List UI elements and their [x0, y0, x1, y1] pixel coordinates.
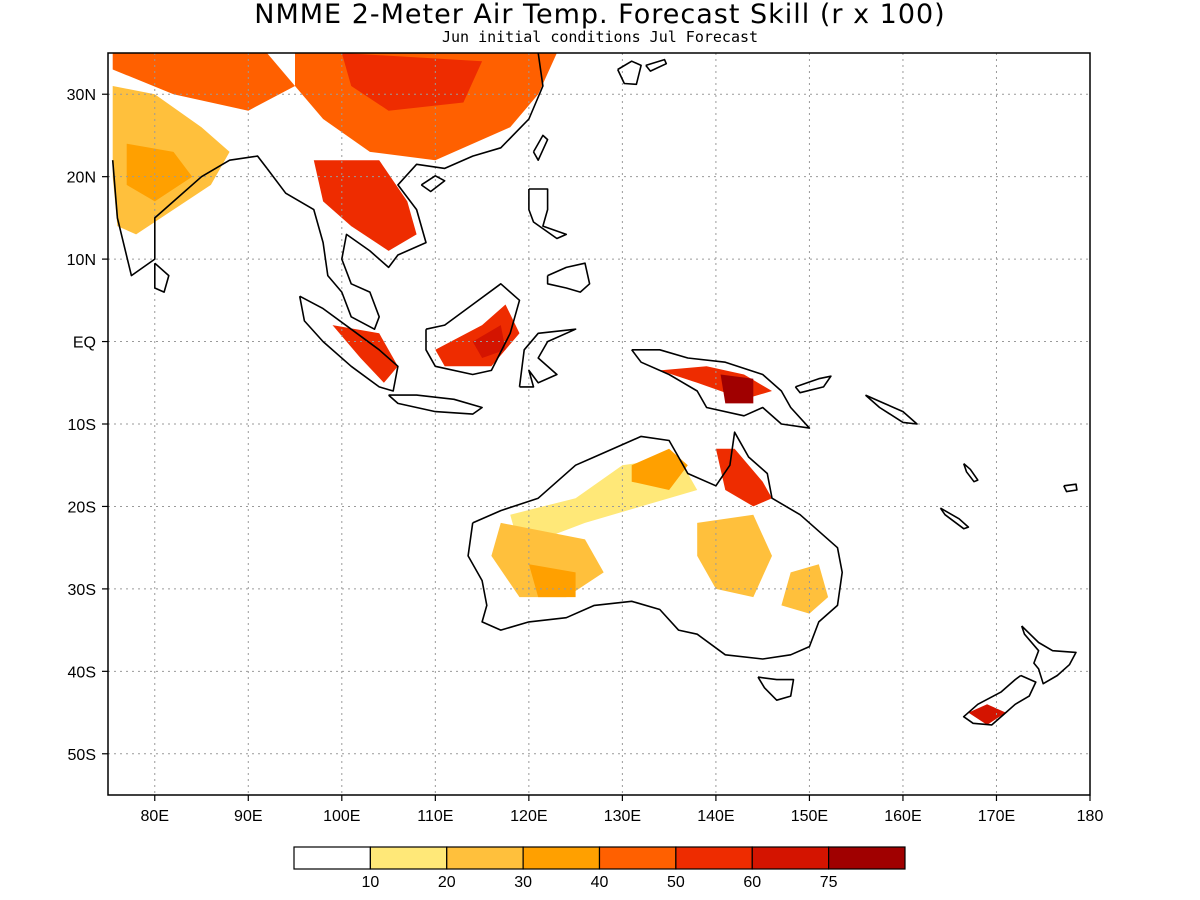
colorbar: 10 20 30 40 50 60 75 [293, 846, 906, 891]
lon-tick-label: 170E [978, 808, 1015, 825]
coastline-sulawesi [518, 328, 577, 388]
colorbar-label: 40 [591, 874, 609, 891]
coastline-australia [467, 431, 844, 660]
lon-tick-label: 140E [697, 808, 734, 825]
coastline-java [388, 394, 483, 415]
skill-region-himalaya [112, 53, 295, 111]
map-title: NMME 2-Meter Air Temp. Forecast Skill (r… [254, 0, 946, 30]
grid-lines [108, 53, 1090, 795]
lat-tick-label: 40S [68, 664, 96, 681]
skill-fill-layer [112, 53, 1006, 725]
lat-tick-label: 30N [67, 87, 96, 104]
skill-region-new-guinea-core [720, 374, 754, 404]
lon-tick-label: 180 [1077, 808, 1104, 825]
colorbar-swatch [751, 846, 830, 870]
colorbar-label: 50 [667, 874, 685, 891]
coastline-india [111, 155, 268, 277]
coastline-sumatra [298, 295, 399, 392]
skill-region-south-island [968, 704, 1006, 725]
coastline-layer [111, 53, 1078, 726]
colorbar-label: 30 [514, 874, 532, 891]
colorbar-swatch [675, 846, 753, 870]
colorbar-swatch [598, 846, 677, 870]
lon-tick-label: 160E [884, 808, 921, 825]
lon-tick-label: 120E [510, 808, 547, 825]
coastline-new-guinea [631, 348, 811, 429]
coastline-taiwan [532, 134, 549, 161]
coastline-philippines-mindanao [546, 262, 591, 293]
coastline-tasmania [757, 676, 795, 702]
lat-tick-label: 10S [68, 417, 96, 434]
lon-tick-label: 100E [323, 808, 360, 825]
coastline-new-britain [794, 375, 832, 394]
coastline-nz-south [962, 674, 1037, 726]
lat-tick-label: 30S [68, 582, 96, 599]
lat-tick-label: 10N [67, 252, 96, 269]
colorbar-swatch [293, 846, 371, 870]
coastline-solomons [864, 394, 918, 425]
lon-tick-label: 150E [791, 808, 828, 825]
colorbar-label: 10 [361, 874, 379, 891]
colorbar-swatch [828, 846, 906, 870]
skill-region-borneo-core [472, 325, 506, 358]
lat-tick-label: 20N [67, 170, 96, 187]
colorbar-swatch [369, 846, 448, 870]
lon-tick-label: 130E [604, 808, 641, 825]
coastline-japan-shikoku [645, 58, 668, 72]
coastline-borneo [425, 282, 521, 376]
colorbar-swatch [446, 846, 524, 870]
coastline-new-caledonia [939, 507, 970, 530]
lat-tick-label: EQ [73, 335, 96, 352]
colorbar-swatch [522, 846, 601, 870]
colorbar-label: 20 [438, 874, 456, 891]
coastline-philippines-luzon [528, 188, 568, 240]
skill-region-china-core [341, 53, 483, 111]
skill-region-sumatra [332, 325, 398, 383]
axis-ticks: 80E 90E 100E 110E 120E 130E 140E 150E 160E 170E 18… [67, 87, 1104, 825]
skill-region-n-australia [631, 448, 688, 490]
colorbar-label: 75 [820, 874, 838, 891]
coastline-sri-lanka [154, 262, 170, 293]
lat-tick-label: 50S [68, 747, 96, 764]
coastline-hainan [420, 175, 446, 193]
coastline-japan-kyushu [616, 60, 642, 86]
lon-tick-label: 80E [141, 808, 169, 825]
lon-tick-label: 110E [417, 808, 453, 825]
lat-tick-label: 20S [68, 499, 96, 516]
skill-region-indochina [313, 160, 417, 251]
coastline-nz-north [1020, 625, 1077, 685]
lon-tick-label: 90E [234, 808, 262, 825]
skill-region-w-australia [491, 522, 604, 598]
coastline-vanuatu [962, 462, 979, 483]
colorbar-label: 60 [743, 874, 761, 891]
coastline-fiji [1063, 483, 1078, 493]
map-subtitle: Jun initial conditions Jul Forecast [441, 28, 759, 46]
coastline-indochina [266, 53, 544, 331]
skill-region-india-core [126, 143, 193, 202]
